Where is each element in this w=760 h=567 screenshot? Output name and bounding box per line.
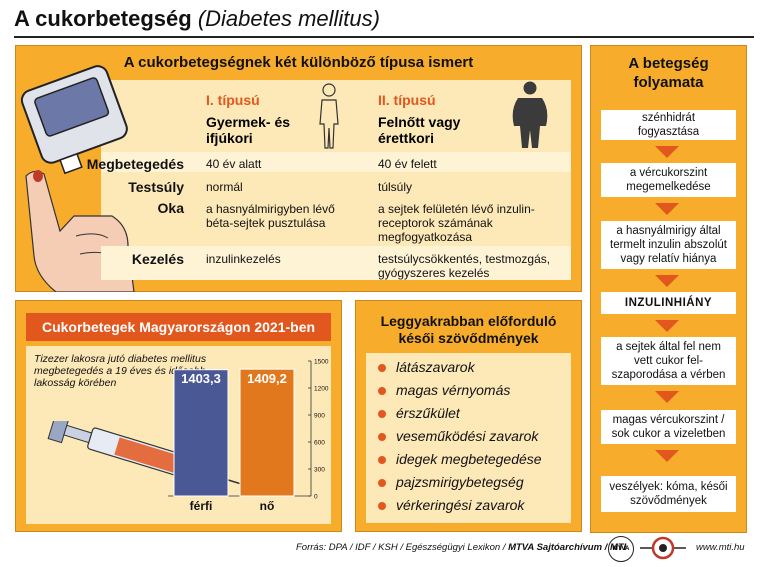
chart-title-bar: Cukorbetegek Magyarországon 2021-ben — [26, 313, 331, 341]
list-item: pajzsmirigybetegség — [374, 471, 542, 494]
treatment-type2: testsúlycsökkentés, testmozgás, gyógysze… — [378, 252, 551, 280]
title-main: A cukorbetegség — [14, 6, 192, 31]
list-item: veseműködési zavarok — [374, 425, 542, 448]
row-label-treatment: Kezelés — [131, 251, 184, 267]
list-item: idegek megbetegedése — [374, 448, 542, 471]
arrow-down-icon — [655, 146, 679, 158]
y-tick-label: 600 — [314, 440, 325, 447]
source-credit: Forrás: DPA / IDF / KSH / Egészségügyi L… — [296, 542, 626, 553]
mtva-logo: MTVA — [608, 536, 634, 562]
source-text: Forrás: DPA / IDF / KSH / Egészségügyi L… — [296, 542, 509, 553]
overweight-person-icon — [512, 81, 548, 148]
types-panel: A cukorbetegségnek két különböző típusa … — [15, 45, 582, 292]
bar-férfi — [173, 369, 229, 497]
chart-note: Tizezer lakosra jutó diabetes mellitus m… — [34, 353, 207, 389]
row-label-weight: Testsúly — [128, 179, 184, 195]
bar-value-label: 1403,3 — [181, 371, 221, 386]
step-glucose-rise: a vércukorszint megemelkedése — [601, 163, 736, 197]
chart-title: Cukorbetegek Magyarországon 2021-ben — [41, 319, 316, 335]
types-heading: A cukorbetegségnek két különböző típusa … — [123, 54, 474, 71]
step-dangers: veszélyek: kóma, késői szövődmények — [601, 476, 736, 512]
arrow-down-icon — [655, 275, 679, 287]
type2-name: Felnőtt vagy érettkori — [378, 114, 461, 146]
complications-heading: Leggyakrabban előforduló késői szövődmén… — [380, 313, 557, 346]
onset-type2: 40 év felett — [378, 157, 437, 171]
list-item: magas vérnyomás — [374, 379, 542, 402]
category-label: nő — [260, 499, 275, 513]
bar-chart: 0 300 600 900 1200 1500 1403,3 férfi 1409,2 nő — [168, 359, 329, 513]
mti-logo — [640, 536, 686, 560]
list-item: látászavarok — [374, 356, 542, 379]
type1-name: Gyermek- és ifjúkori — [206, 114, 291, 146]
y-tick-label: 1500 — [314, 359, 329, 366]
arrow-down-icon — [655, 203, 679, 215]
step-carb-intake: szénhidrát fogyasztása — [601, 110, 736, 140]
weight-type2: túlsúly — [378, 180, 413, 194]
title-latin: (Diabetes mellitus) — [197, 6, 380, 31]
type2-label: II. típusú — [378, 92, 436, 108]
arrow-down-icon — [655, 391, 679, 403]
arrow-down-icon — [655, 450, 679, 462]
row-label-onset: Megbetegedés — [86, 156, 184, 172]
y-tick-label: 300 — [314, 467, 325, 474]
treatment-type1: inzulinkezelés — [206, 252, 281, 266]
row-band-2 — [101, 246, 571, 280]
step-sugar-accumulation: a sejtek által fel nem vett cukor fel-sz… — [601, 337, 736, 385]
type1-label: I. típusú — [206, 92, 260, 108]
y-tick-label: 1200 — [314, 386, 329, 393]
title-divider — [14, 36, 754, 38]
complications-list-area — [366, 353, 571, 523]
complications-panel: Leggyakrabban előforduló késői szövődmén… — [355, 300, 582, 532]
category-label: férfi — [190, 499, 213, 513]
list-item: érszűkület — [374, 402, 542, 425]
cause-type1: a hasnyálmirigyben lévő béta-sejtek pusz… — [206, 202, 335, 230]
list-item: vérkeringési zavarok — [374, 494, 542, 517]
step-insulin-deficiency: INZULINHIÁNY — [601, 292, 736, 314]
cause-type2: a sejtek felületén lévő inzulin-receptor… — [378, 202, 535, 244]
process-panel: A betegség folyamata szénhidrát fogyaszt… — [590, 45, 747, 533]
blood-drop — [33, 170, 43, 182]
row-band-1 — [101, 152, 571, 172]
row-label-cause: Oka — [157, 200, 184, 216]
chart-panel: Cukorbetegek Magyarországon 2021-ben Tiz… — [15, 300, 342, 532]
arrow-down-icon — [655, 320, 679, 332]
agency-text: MTVA Sajtóarchívum / MTI — [508, 542, 627, 553]
bar-value-label: 1409,2 — [247, 371, 287, 386]
bar-nő — [239, 368, 295, 497]
y-tick-label: 900 — [314, 413, 325, 420]
complications-list: látászavarok magas vérnyomás érszűkület … — [374, 356, 542, 517]
website-link[interactable]: www.mti.hu — [696, 542, 745, 553]
slim-person-icon — [319, 83, 339, 149]
step-high-glucose: magas vércukorszint / sok cukor a vizele… — [601, 410, 736, 444]
weight-type1: normál — [206, 180, 243, 194]
onset-type1: 40 év alatt — [206, 157, 262, 171]
process-heading: A betegség folyamata — [628, 55, 709, 91]
glucometer — [20, 65, 128, 175]
step-insulin-deficit: a hasnyálmirigy által termelt inzulin ab… — [601, 221, 736, 269]
page-title: A cukorbetegség (Diabetes mellitus) — [14, 6, 380, 32]
y-tick-label: 0 — [314, 494, 318, 501]
